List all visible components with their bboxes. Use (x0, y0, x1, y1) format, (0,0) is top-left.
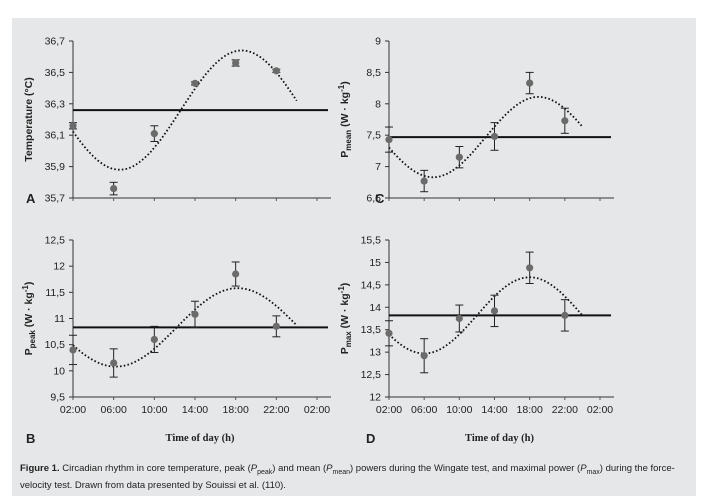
panel-c-ytick-label: 7,5 (366, 130, 381, 142)
panel-d-data-point (561, 311, 569, 319)
caption-run: peak (257, 468, 273, 476)
panel-d-data-point (420, 352, 428, 360)
panel-b-data-point (232, 270, 240, 278)
panel-c-ytick-label: 6,5 (366, 193, 381, 205)
panel-c-ytick-label: 8,5 (366, 67, 381, 79)
panel-d-ytick-label: 14 (369, 302, 381, 314)
panel-b-fit-curve (72, 287, 298, 368)
panel-b-xtick-label: 22:00 (263, 404, 289, 416)
caption-label: Figure 1. (20, 463, 60, 474)
panel-d-ytick-label: 14,5 (361, 279, 382, 291)
panel-d-ytick-label: 15,5 (361, 235, 382, 247)
panel-c-data-point (455, 153, 463, 161)
panel-a-data-point (191, 79, 199, 87)
caption-run: Circadian rhythm in core temperature, pe… (62, 463, 251, 474)
panel-a-letter: A (26, 191, 36, 206)
panel-b-data-point (191, 310, 199, 318)
panel-b-data-point (272, 322, 280, 330)
panel-c-data-point (385, 135, 393, 144)
panel-d-ytick-label: 13 (369, 347, 381, 359)
panel-a-ytick-label: 36,1 (45, 130, 66, 142)
panel-c-data-point (561, 117, 569, 125)
panel-d-xtick-label: 18:00 (517, 404, 543, 416)
panel-d-data-point (490, 307, 499, 315)
caption-text: Circadian rhythm in core temperature, pe… (20, 463, 675, 491)
panel-b-data-point (69, 346, 77, 354)
panel-a-data-point (150, 130, 158, 138)
panel-b-ytick-label: 11 (54, 313, 65, 325)
panel-c-letter: C (375, 191, 385, 206)
panel-c-data-point (490, 132, 499, 141)
panel-a-ytick-label: 35,7 (45, 193, 66, 205)
panel-a-data-point (272, 67, 280, 75)
panel-b-y-label: Ppeak (W · kg-1) (21, 282, 37, 356)
caption-run: max (586, 468, 600, 476)
panel-b-x-label: Time of day (h) (166, 433, 235, 444)
panel-a-ytick-label: 36,7 (45, 36, 66, 48)
panel-d-ytick-label: 13,5 (361, 324, 382, 336)
panel-b-data-point (150, 335, 158, 344)
panel-b-xtick-label: 18:00 (223, 404, 249, 416)
panel-d-ytick-label: 12,5 (361, 369, 382, 381)
panel-d-xtick-label: 02:00 (376, 404, 402, 416)
caption-run: ) and mean ( (272, 463, 327, 474)
panel-c-ytick-label: 8 (375, 98, 381, 110)
panel-a-ytick-label: 36,5 (45, 67, 66, 79)
panel-a-ytick-label: 35,9 (45, 161, 66, 173)
panel-b-ytick-label: 11,5 (45, 287, 65, 299)
chart-grid: 35,7 35,9 36,1 36,3 36,5 36,7 A Temperature (°C… (21, 36, 614, 446)
panel-d-letter: D (366, 431, 375, 446)
caption-run: ) during the force-velocity test. Drawn … (20, 463, 675, 491)
panel-b-xtick-label: 02:00 (304, 404, 330, 416)
caption-run: P (250, 463, 258, 474)
panel-d-ytick-label: 15 (369, 257, 381, 269)
panel-d-data-point (385, 329, 393, 337)
panel-d-fit-curve (388, 276, 584, 355)
figure-panel: 35,7 35,9 36,1 36,3 36,5 36,7 A Temperature (°C… (12, 18, 696, 496)
caption-run: ) powers during the Wingate test, and ma… (350, 463, 581, 474)
panel-d-x-label: Time of day (h) (465, 433, 534, 444)
panel-d-data-point (526, 264, 534, 272)
panel-d-xtick-label: 10:00 (446, 404, 472, 416)
panel-b-ytick-label: 12,5 (45, 235, 66, 247)
caption-run: mean (332, 468, 350, 476)
caption-run: P (580, 463, 587, 474)
panel-b-ytick-label: 12 (53, 261, 65, 273)
panel-d-xtick-label: 14:00 (481, 404, 507, 416)
panel-c-fit-curve (388, 95, 584, 179)
panel-d-xtick-label: 22:00 (552, 404, 578, 416)
panel-c-data-point (420, 177, 428, 185)
panel-b-xtick-label: 02:00 (60, 404, 86, 416)
panel-d-y-label: Pmax (W · kg-1) (337, 283, 353, 355)
panel-d-ytick-label: 12 (369, 392, 381, 404)
figure-caption: Figure 1. Circadian rhythm in core tempe… (20, 462, 690, 492)
panel-b-data-point (110, 359, 118, 367)
panel-a-data-point (110, 184, 118, 193)
caption-run: P (326, 463, 333, 474)
panel-c-data-point (526, 79, 534, 87)
panel-d-xtick-label: 02:00 (587, 404, 613, 416)
panel-a-data-point (232, 59, 240, 67)
panel-d-xtick-label: 06:00 (411, 404, 437, 416)
panel-b-xtick-label: 14:00 (182, 404, 208, 416)
panel-b-xtick-label: 10:00 (141, 404, 167, 416)
panel-a-y-label: Temperature (°C) (23, 77, 35, 162)
panel-c-ytick-label: 9 (375, 36, 381, 48)
panel-a-data-point (69, 122, 77, 130)
panel-b-ytick-label: 9,5 (50, 392, 65, 404)
panel-b-ytick-label: 10 (53, 365, 65, 377)
panel-b-xtick-label: 06:00 (101, 404, 127, 416)
panel-c-y-label: Pmean (W · kg-1) (337, 81, 353, 157)
panel-a-ytick-label: 36,3 (45, 98, 66, 110)
panel-d-data-point (455, 314, 463, 323)
panel-b-letter: B (26, 431, 35, 446)
panel-c-ytick-label: 7 (375, 161, 381, 173)
panel-b-ytick-label: 10,5 (45, 339, 66, 351)
